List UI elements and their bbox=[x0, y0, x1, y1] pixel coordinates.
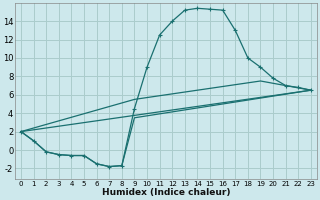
X-axis label: Humidex (Indice chaleur): Humidex (Indice chaleur) bbox=[102, 188, 230, 197]
